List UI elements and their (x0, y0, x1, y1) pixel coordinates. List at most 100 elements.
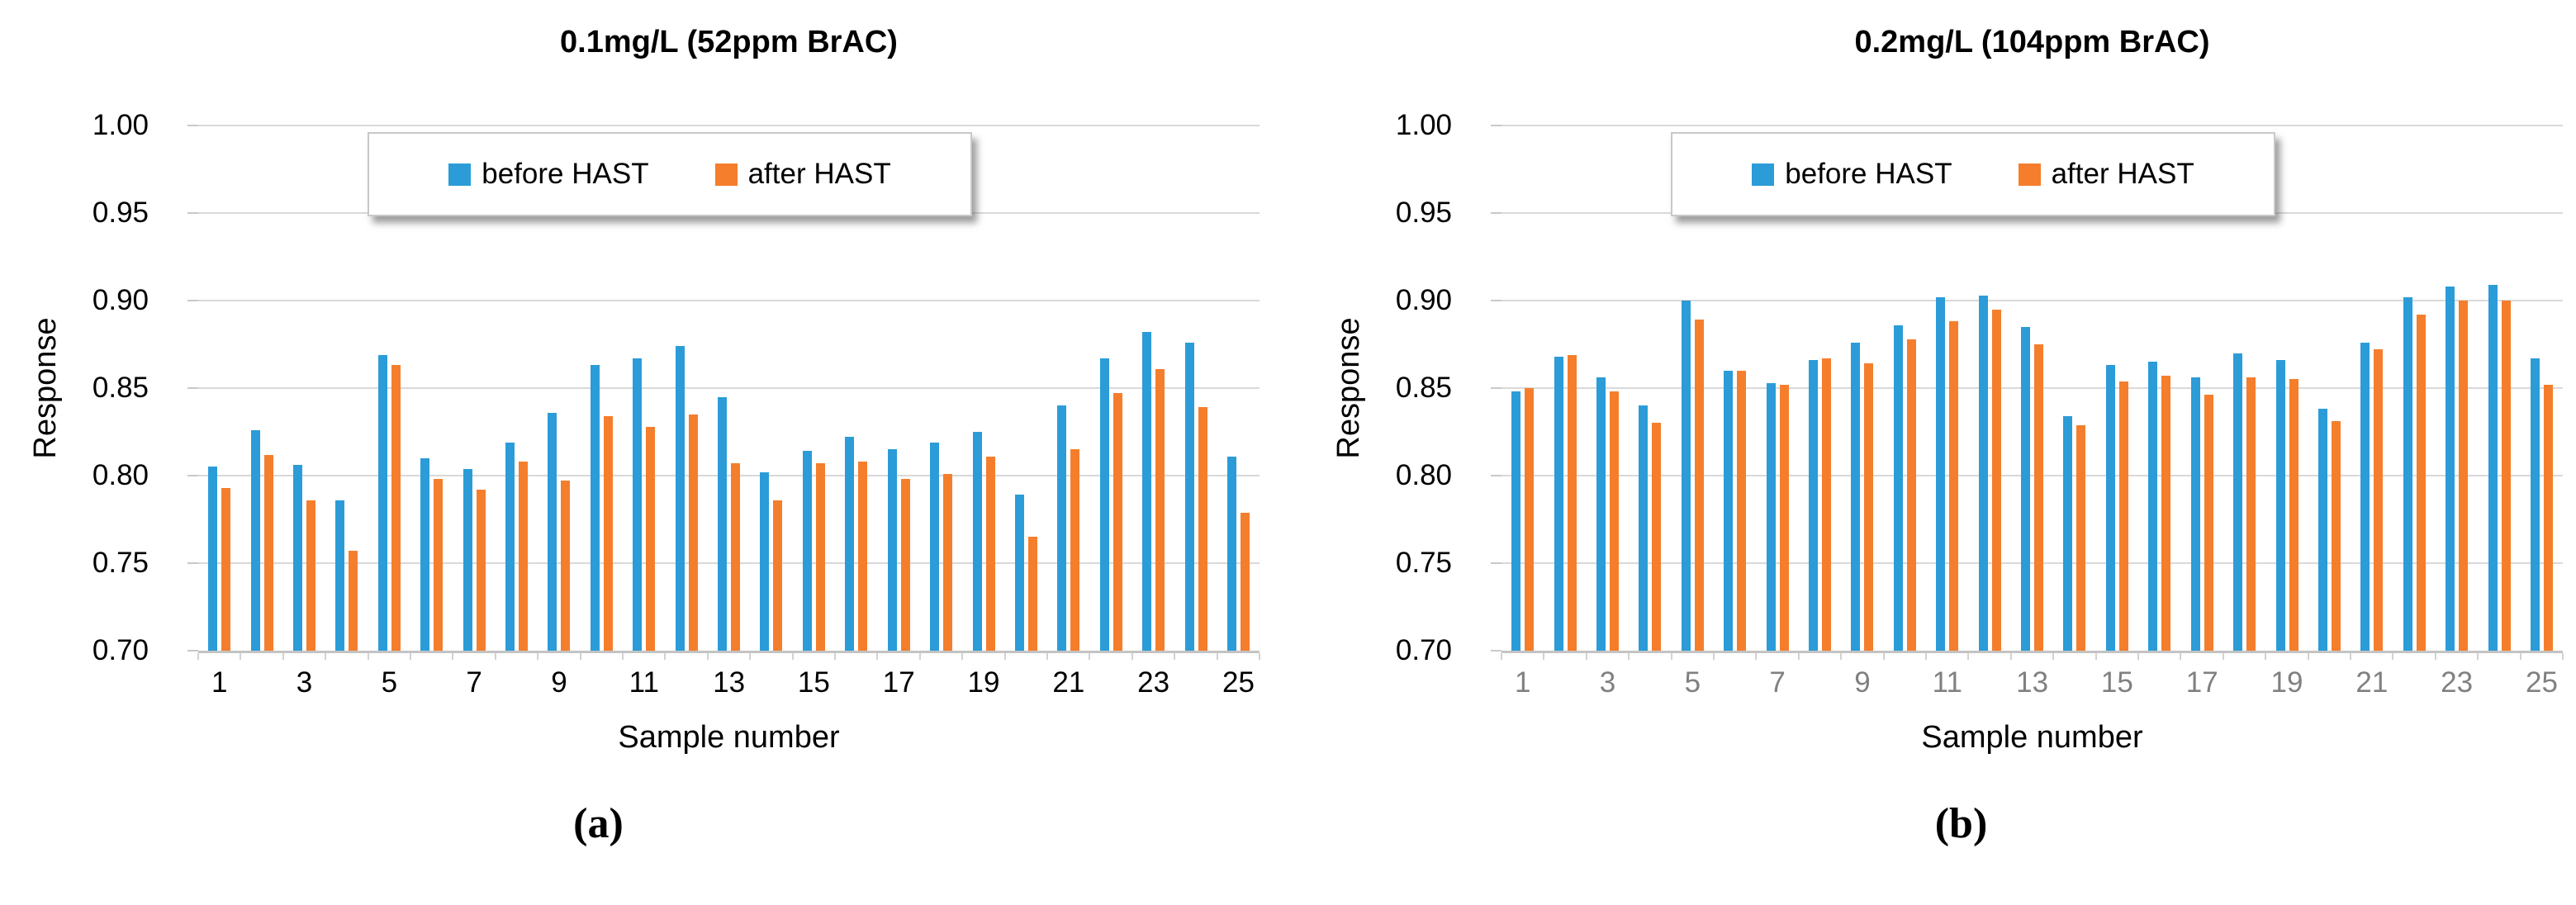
bar-before-hast (293, 465, 303, 651)
after-hast-swatch-icon (714, 163, 738, 186)
bar-group-sample-17 (2181, 126, 2223, 651)
y-tick-mark (1491, 650, 1501, 652)
x-tick-label: 25 (1222, 666, 1255, 699)
gridline (198, 387, 1260, 389)
bar-after-hast (815, 463, 825, 651)
x-tick-mark (1046, 653, 1048, 660)
x-tick-label: 7 (466, 666, 482, 699)
y-tick-mark (1491, 387, 1501, 389)
x-tick-mark (2477, 653, 2479, 660)
x-tick-label: 13 (2016, 666, 2049, 699)
legend-item-after: after HAST (2018, 158, 2194, 191)
y-tick-mark (187, 650, 198, 652)
bar-after-hast (1070, 449, 1080, 651)
gridline (1501, 125, 2563, 126)
y-tick-mark (187, 300, 198, 301)
bar-group-sample-14 (750, 126, 792, 651)
bar-before-hast (1766, 383, 1776, 651)
x-tick-mark (537, 653, 538, 660)
x-tick-mark (2180, 653, 2181, 660)
x-tick-label (920, 664, 962, 702)
bar-before-hast (2105, 365, 2115, 651)
legend-item-after: after HAST (714, 158, 891, 191)
bar-before-hast (208, 467, 218, 651)
y-tick-label: 1.00 (1395, 109, 1452, 141)
x-tick-mark (1543, 653, 1544, 660)
bar-after-hast (1525, 388, 1535, 651)
bar-after-hast (349, 551, 358, 651)
bar-after-hast (1822, 358, 1832, 651)
bar-after-hast (1567, 355, 1577, 651)
x-axis-tick-marks (1501, 653, 2564, 661)
bar-before-hast (1809, 360, 1819, 651)
bar-after-hast (603, 416, 613, 651)
x-tick-mark (1174, 653, 1175, 660)
plot-area: before HAST after HAST (198, 125, 1260, 653)
x-tick-mark (834, 653, 836, 660)
bar-after-hast (1155, 369, 1165, 651)
x-tick-label: 19 (2270, 666, 2303, 699)
bar-group-sample-24 (1174, 126, 1217, 651)
bar-after-hast (1949, 321, 1959, 651)
x-tick-label: 25 (2525, 666, 2558, 699)
bar-before-hast (1184, 343, 1194, 651)
y-tick-mark (187, 562, 198, 564)
x-tick-mark (1713, 653, 1715, 660)
x-tick-label: 11 (1932, 666, 1962, 699)
x-tick-mark (1840, 653, 1842, 660)
x-tick-label (496, 664, 538, 702)
bar-after-hast (1112, 393, 1122, 651)
bar-after-hast (858, 462, 868, 651)
bar-after-hast (943, 474, 953, 651)
bar-group-sample-17 (878, 126, 920, 651)
bar-before-hast (548, 413, 557, 651)
x-tick-mark (707, 653, 709, 660)
bar-after-hast (2204, 395, 2213, 651)
bar-group-sample-9 (1841, 126, 1883, 651)
bar-group-sample-3 (1587, 126, 1629, 651)
bar-group-sample-14 (2053, 126, 2095, 651)
bar-group-sample-23 (1132, 126, 1174, 651)
bar-group-sample-7 (453, 126, 495, 651)
x-tick-mark (1925, 653, 1927, 660)
legend-label: before HAST (1785, 158, 1952, 190)
y-tick-label: 0.80 (1395, 459, 1452, 491)
bar-before-hast (505, 443, 515, 651)
legend-label: after HAST (2051, 158, 2194, 190)
y-tick-mark (1491, 300, 1501, 301)
bar-after-hast (2076, 425, 2086, 651)
bar-after-hast (391, 365, 401, 651)
before-hast-swatch-icon (1752, 163, 1775, 186)
bar-after-hast (1198, 407, 1207, 651)
chart-title: 0.1mg/L (52ppm BrAC) (560, 25, 898, 59)
y-tick-label: 0.95 (1395, 197, 1452, 229)
x-tick-label: 3 (1599, 666, 1616, 699)
x-tick-label: 1 (1514, 666, 1531, 699)
bar-before-hast (420, 458, 430, 651)
y-tick-mark (1491, 125, 1501, 126)
bar-group-sample-6 (410, 126, 453, 651)
x-tick-mark (2010, 653, 2012, 660)
bar-before-hast (1639, 405, 1649, 651)
x-tick-mark (749, 653, 751, 660)
bar-before-hast (1978, 296, 1988, 651)
bar-after-hast (434, 479, 444, 651)
bar-group-sample-25 (2521, 126, 2563, 651)
subfigure-caption: (b) (1934, 800, 1988, 847)
x-tick-label: 21 (2355, 666, 2389, 699)
bar-after-hast (2161, 376, 2171, 651)
bar-after-hast (1652, 423, 1662, 651)
y-tick-label: 0.80 (92, 459, 149, 491)
bar-before-hast (2233, 353, 2243, 651)
bar-before-hast (250, 430, 260, 651)
bar-group-sample-18 (2223, 126, 2265, 651)
x-tick-mark (919, 653, 921, 660)
bar-before-hast (1893, 325, 1903, 651)
x-tick-label (2308, 664, 2351, 702)
before-hast-swatch-icon (448, 163, 472, 186)
x-tick-label (1884, 664, 1926, 702)
x-axis-title: Sample number (1921, 720, 2143, 755)
x-tick-mark (876, 653, 878, 660)
bar-before-hast (1511, 391, 1521, 651)
